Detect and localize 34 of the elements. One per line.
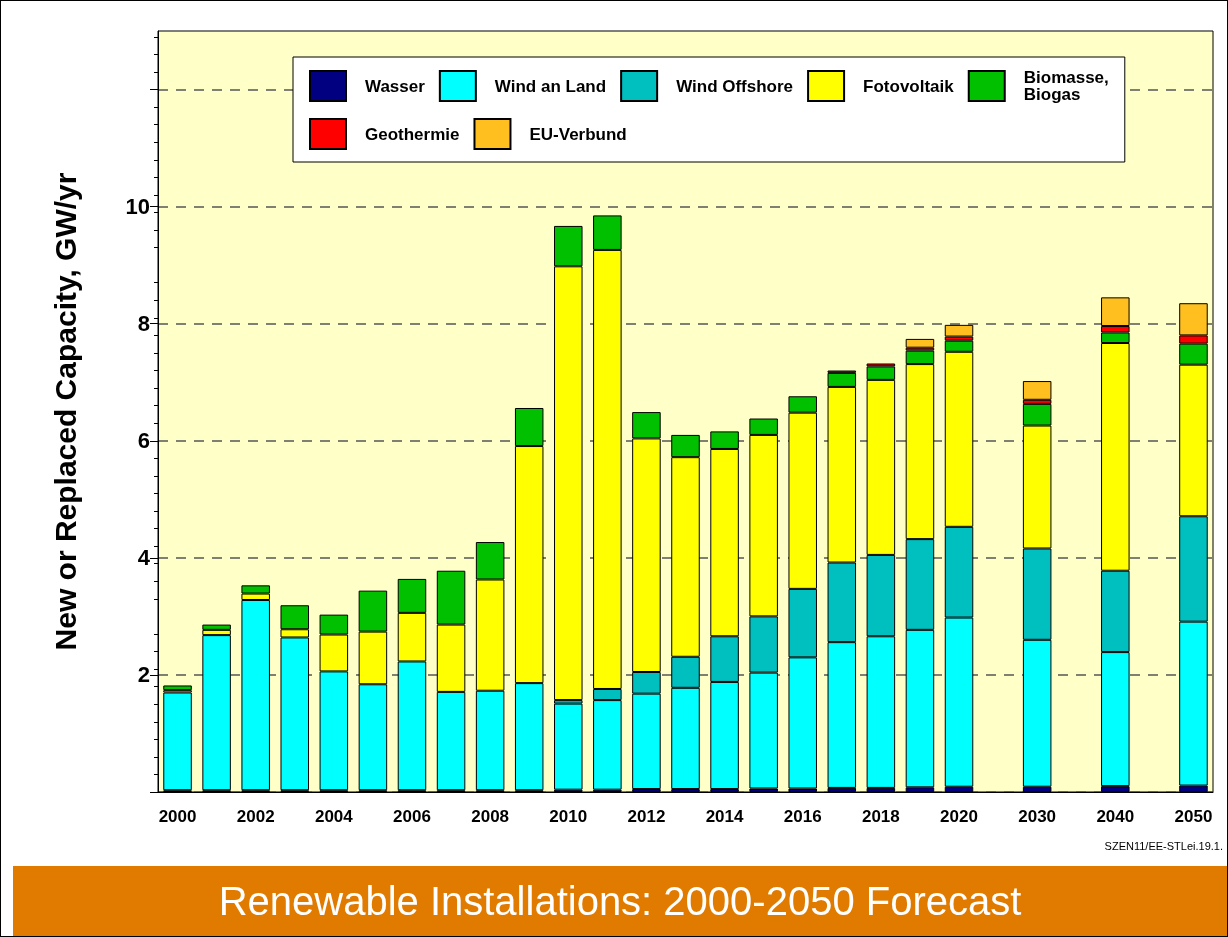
x-tick-label: 2030	[1018, 807, 1057, 826]
bar	[554, 703, 583, 790]
x-tick-label: 2002	[236, 807, 275, 826]
y-tick-label: 8	[137, 311, 150, 337]
text: Renewable Installations: 2000-2050 Forecast	[13, 866, 1227, 936]
x-tick-label: 2006	[393, 807, 431, 826]
x-tick-label: 2050	[1174, 807, 1213, 826]
legend-label: EU-Verbund	[529, 124, 627, 144]
legend-label: Geothermie	[365, 124, 460, 144]
x-tick-label: 2008	[471, 807, 510, 826]
legend-label: Fotovoltaik	[863, 76, 955, 96]
x-tick-label: 2040	[1096, 807, 1135, 826]
bar	[163, 685, 192, 691]
x-tick-label: 2010	[549, 807, 588, 826]
bar	[905, 338, 935, 348]
x-tick-label: 2018	[861, 807, 900, 826]
legend-label: Wind Offshore	[676, 76, 794, 96]
text: SZEN11/EE-STLei.19.1.	[1104, 839, 1223, 852]
x-tick-label: 2020	[940, 807, 978, 826]
y-tick-label: 2	[137, 662, 150, 688]
x-tick-label: 2014	[705, 807, 745, 826]
legend-label: Biomasse, Biogas	[1023, 68, 1109, 104]
bar	[944, 324, 974, 337]
x-tick-label: 2004	[314, 807, 354, 826]
x-tick-label: 2000	[158, 807, 197, 826]
x-tick-label: 2016	[783, 807, 822, 826]
legend-label: Wasser	[365, 76, 426, 96]
y-tick-label: 4	[137, 545, 151, 571]
bar	[1022, 381, 1052, 400]
y-tick-label: 6	[137, 428, 150, 454]
y-axis-title: New or Replaced Capacity, GW/yr	[48, 172, 82, 651]
x-tick-label: 2012	[627, 807, 666, 826]
legend-label: Wind an Land	[494, 76, 607, 96]
y-tick-label: 10	[125, 194, 150, 220]
